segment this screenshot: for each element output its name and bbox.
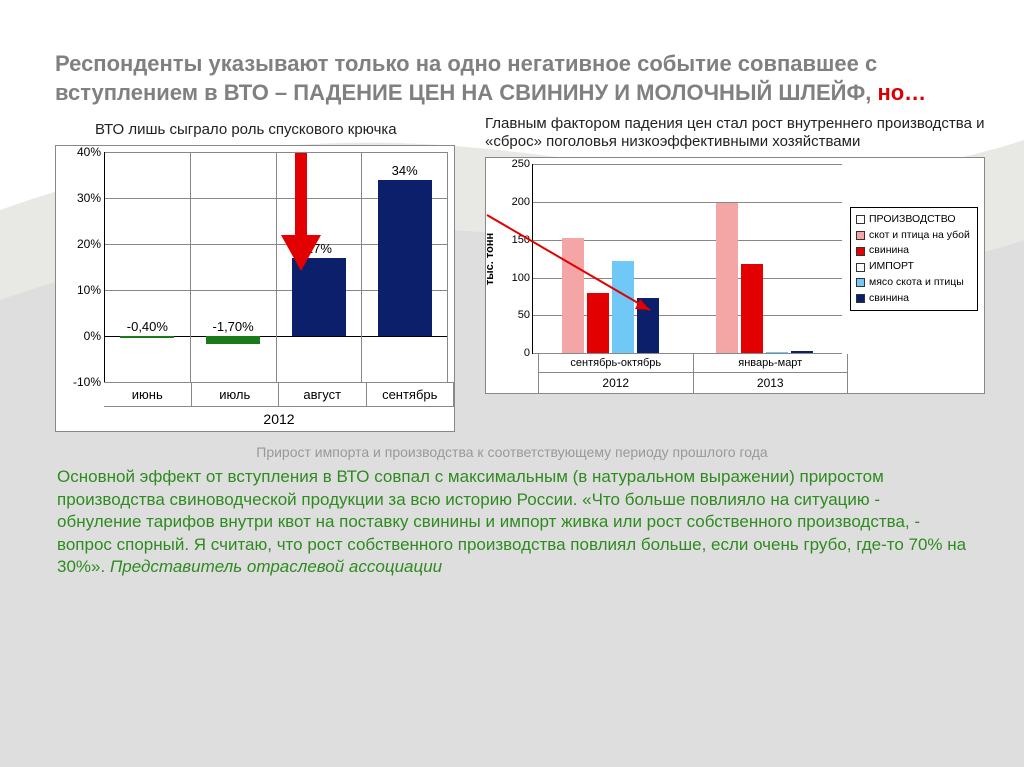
annotation-right: Главным фактором падения цен стал рост в… xyxy=(485,115,985,151)
chart-right-xlabel: сентябрь-октябрь xyxy=(539,354,694,372)
chart-left-xlabel: август xyxy=(279,382,367,406)
quote-attribution: Представитель отраслевой ассоциации xyxy=(110,557,442,576)
quote-block: Основной эффект от вступления в ВТО совп… xyxy=(55,466,969,578)
chart-right-bar xyxy=(791,351,813,353)
chart-left-bar xyxy=(206,336,260,344)
chart-right-ytick: 250 xyxy=(512,158,530,170)
legend-header-import: ИМПОРТ xyxy=(869,259,914,275)
legend-item-livestock: скот и птица на убой xyxy=(869,228,970,244)
title-emphasis: ПАДЕНИЕ ЦЕН НА СВИНИНУ И МОЛОЧНЫЙ ШЛЕЙФ xyxy=(293,80,865,105)
chart-left-xlabel: июль xyxy=(192,382,280,406)
chart-left-xlabel: июнь xyxy=(104,382,192,406)
chart-right-bar xyxy=(766,352,788,354)
chart-right-xlabel: январь-март xyxy=(694,354,849,372)
legend-header-production: ПРОИЗВОДСТВО xyxy=(869,212,956,228)
title-suffix-red: но… xyxy=(877,80,926,105)
charts-caption: Прирост импорта и производства к соответ… xyxy=(55,444,969,460)
chart-right-ytick: 200 xyxy=(512,196,530,208)
chart-left-year: 2012 xyxy=(104,406,454,431)
chart-left-bar-label: -0,40% xyxy=(105,319,190,334)
chart-right-ytick: 0 xyxy=(524,347,530,359)
chart-right-legend: ПРОИЗВОДСТВО скот и птица на убой свинин… xyxy=(850,207,978,312)
chart-left-ytick: 10% xyxy=(77,283,101,297)
annotation-left: ВТО лишь сыграло роль спускового крючка xyxy=(95,121,435,139)
chart-right-year: 2012 xyxy=(539,373,694,393)
legend-item-pork-prod: свинина xyxy=(869,243,909,259)
arrow-diagonal-icon xyxy=(482,210,672,330)
chart-left-bar xyxy=(378,180,432,336)
chart-left-ytick: 20% xyxy=(77,237,101,251)
chart-left-xlabel: сентябрь xyxy=(367,382,455,406)
chart-left-ytick: 40% xyxy=(77,145,101,159)
chart-left-ytick: 0% xyxy=(84,329,101,343)
title-suffix-gray: , xyxy=(865,80,877,105)
slide-title: Респонденты указывают только на одно нег… xyxy=(55,50,969,107)
legend-item-pork-import: свинина xyxy=(869,291,909,307)
chart-right-bar xyxy=(741,264,763,353)
legend-item-meat-import: мясо скота и птицы xyxy=(869,275,964,291)
chart-left-ytick: 30% xyxy=(77,191,101,205)
chart-left-bar xyxy=(120,336,174,338)
chart-right-bar xyxy=(716,203,738,353)
chart-left-ytick: -10% xyxy=(73,375,101,389)
arrow-down-icon xyxy=(281,153,321,271)
chart-left-bar-label: -1,70% xyxy=(191,319,276,334)
chart-left-bar-label: 34% xyxy=(362,163,447,178)
chart-left: -10%0%10%20%30%40%-0,40%-1,70%17%34% июн… xyxy=(55,145,455,432)
chart-right-year: 2013 xyxy=(694,373,849,393)
